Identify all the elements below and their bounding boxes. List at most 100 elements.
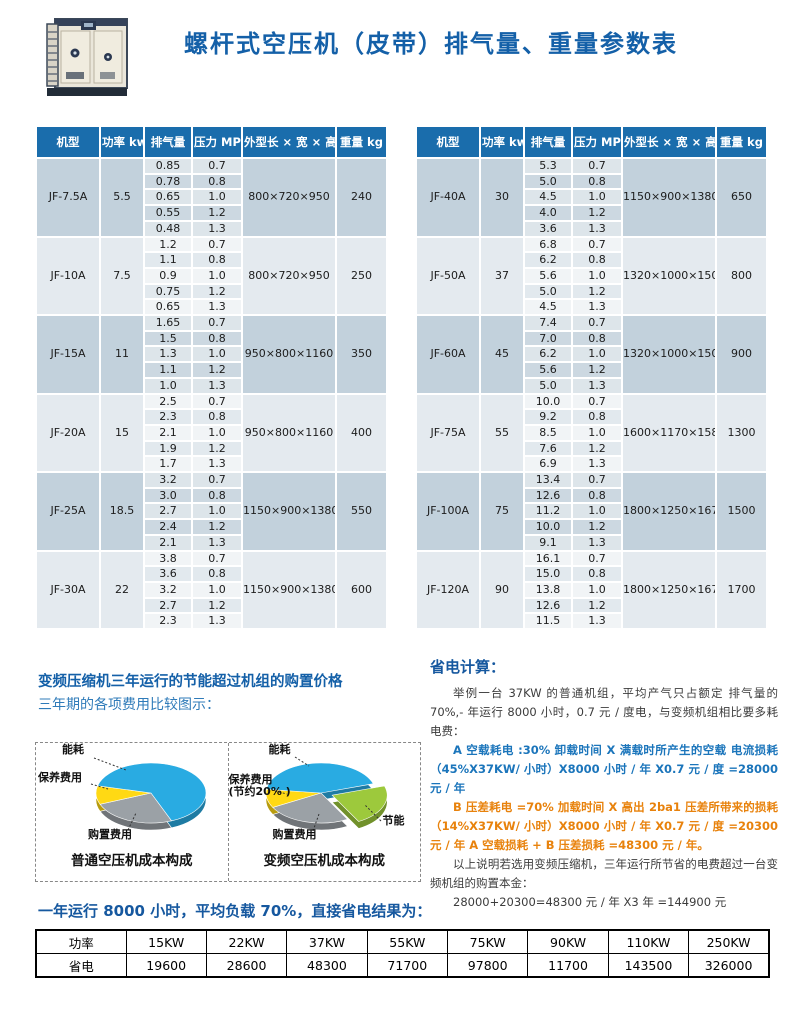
spec-cell-pressure: 1.0 (573, 268, 621, 283)
spec-cell-pressure: 1.0 (573, 347, 621, 362)
spec-cell-pressure: 0.8 (573, 567, 621, 581)
spec-cell-pressure: 1.2 (193, 206, 241, 220)
spec-cell-model: JF-30A (37, 551, 99, 629)
spec-row: 1.7 1.3 (37, 457, 386, 472)
spec-row: 4.0 1.2 (417, 206, 766, 220)
spec-cell-flow: 3.8 (145, 551, 191, 566)
spec-row: 2.1 1.3 (37, 535, 386, 550)
spec-cell-flow: 10.0 (525, 394, 571, 409)
calc-total-formula: 28000+20300=48300 元 / 年 X3 年 =144900 元 (453, 895, 727, 909)
spec-cell-flow: 9.2 (525, 410, 571, 424)
spec-cell-power: 18.5 (101, 473, 143, 550)
spec-cell-flow: 0.65 (145, 190, 191, 205)
cost-comparison-charts: 能耗 保养费用 购置费用 普通空压机成本构成 能耗 保养费用 (节约20% ) … (35, 742, 421, 882)
spec-cell-flow: 1.9 (145, 441, 191, 456)
result-power-value: 15KW (125, 929, 207, 954)
pie-label-energy: 能耗 (268, 743, 291, 756)
spec-row: JF-20A 15 2.5 0.7 950×800×1160 400 (37, 394, 386, 472)
spec-cell-weight: 650 (717, 159, 766, 236)
spec-row: 2.7 1.2 (37, 598, 386, 613)
spec-col-header-2: 排气量 (145, 127, 191, 157)
spec-cell-pressure: 0.8 (193, 331, 241, 346)
spec-row: JF-10A 7.5 1.2 0.7 800×720×950 250 (37, 237, 386, 315)
spec-row: 9.2 0.8 (417, 410, 766, 424)
spec-cell-flow: 9.1 (525, 535, 571, 550)
spec-cell-flow: 1.7 (145, 457, 191, 472)
spec-cell-model: JF-100A (417, 473, 479, 550)
pie-label-purchase: 购置费用 (88, 828, 132, 841)
spec-cell-pressure: 0.8 (573, 410, 621, 424)
spec-cell-power: 11 (101, 316, 143, 393)
spec-cell-power: 90 (481, 551, 523, 629)
spec-cell-flow: 11.5 (525, 614, 571, 629)
spec-col-header-5: 重量 kg (337, 127, 386, 157)
spec-cell-flow: 7.0 (525, 331, 571, 346)
spec-row: 2.1 1.0 (37, 425, 386, 440)
result-section-title: 一年运行 8000 小时，平均负载 70%，直接省电结果为： (38, 902, 432, 920)
pie-chart-ordinary: 能耗 保养费用 购置费用 普通空压机成本构成 (36, 743, 229, 881)
spec-cell-flow: 1.65 (145, 316, 191, 330)
result-power-value: 90KW (527, 929, 609, 954)
pie-slice (97, 762, 207, 822)
spec-cell-pressure: 1.3 (573, 614, 621, 629)
spec-col-header-1: 功率 kw (101, 127, 143, 157)
spec-cell-pressure: 0.8 (193, 567, 241, 581)
spec-cell-pressure: 1.0 (573, 504, 621, 519)
spec-cell-flow: 4.0 (525, 206, 571, 220)
spec-cell-pressure: 0.8 (193, 410, 241, 424)
spec-cell-pressure: 1.2 (573, 441, 621, 456)
spec-cell-model: JF-120A (417, 551, 479, 629)
spec-cell-model: JF-25A (37, 473, 99, 550)
spec-cell-flow: 3.2 (145, 582, 191, 597)
pie-label-purchase: 购置费用 (272, 828, 317, 841)
spec-cell-pressure: 1.2 (573, 598, 621, 613)
spec-cell-weight: 1700 (717, 551, 766, 629)
pie-vfd-svg (265, 756, 387, 832)
spec-row: 12.6 0.8 (417, 488, 766, 503)
spec-cell-dims: 1800×1250×1670 (623, 473, 715, 550)
spec-cell-pressure: 0.7 (573, 159, 621, 173)
spec-cell-pressure: 0.7 (193, 394, 241, 409)
result-saving-value: 48300 (286, 953, 368, 978)
spec-row: JF-7.5A 5.5 0.85 0.7 800×720×950 240 (37, 159, 386, 236)
spec-cell-flow: 2.7 (145, 504, 191, 519)
spec-cell-flow: 11.2 (525, 504, 571, 519)
spec-cell-weight: 250 (337, 237, 386, 315)
pie-label-energy: 能耗 (62, 743, 84, 756)
spec-cell-pressure: 1.3 (193, 300, 241, 315)
spec-cell-pressure: 1.3 (193, 221, 241, 236)
savings-section-title: 变频压缩机三年运行的节能超过机组的购置价格 (38, 674, 343, 690)
calc-heading: 省电计算： (430, 658, 506, 676)
pie-slice (271, 792, 348, 824)
spec-cell-power: 22 (101, 551, 143, 629)
spec-cell-pressure: 1.3 (573, 457, 621, 472)
spec-cell-flow: 2.3 (145, 614, 191, 629)
page-title: 螺杆式空压机（皮带）排气量、重量参数表 (184, 30, 678, 58)
spec-cell-pressure: 1.2 (193, 284, 241, 299)
spec-cell-pressure: 0.7 (193, 551, 241, 566)
result-saving-value: 143500 (607, 953, 690, 978)
spec-cell-pressure: 1.0 (193, 268, 241, 283)
result-saving-value: 11700 (527, 953, 609, 978)
spec-cell-dims: 1150×900×1380 (243, 551, 335, 629)
spec-cell-pressure: 1.3 (573, 378, 621, 393)
pie-label-maintenance: 保养费用 (38, 771, 82, 784)
spec-row: JF-40A 30 5.3 0.7 1150×900×1380 650 (417, 159, 766, 236)
spec-cell-pressure: 0.7 (193, 316, 241, 330)
spec-row: 7.0 0.8 (417, 331, 766, 346)
spec-cell-flow: 5.6 (525, 268, 571, 283)
spec-col-header-4: 外型长 × 宽 × 高 (243, 127, 335, 157)
spec-cell-pressure: 0.8 (193, 253, 241, 267)
spec-cell-flow: 5.6 (525, 363, 571, 377)
spec-cell-flow: 0.55 (145, 206, 191, 220)
spec-cell-pressure: 1.3 (193, 378, 241, 393)
spec-cell-dims: 950×800×1160 (243, 316, 335, 393)
calc-example-text: 举例一台 37KW 的普通机组，平均产气只占额定 排气量的 70%,- 年运行 … (430, 686, 778, 738)
spec-col-header-0: 机型 (417, 127, 479, 157)
spec-cell-pressure: 1.0 (193, 190, 241, 205)
spec-col-header-5: 重量 kg (717, 127, 766, 157)
spec-cell-pressure: 1.3 (573, 221, 621, 236)
